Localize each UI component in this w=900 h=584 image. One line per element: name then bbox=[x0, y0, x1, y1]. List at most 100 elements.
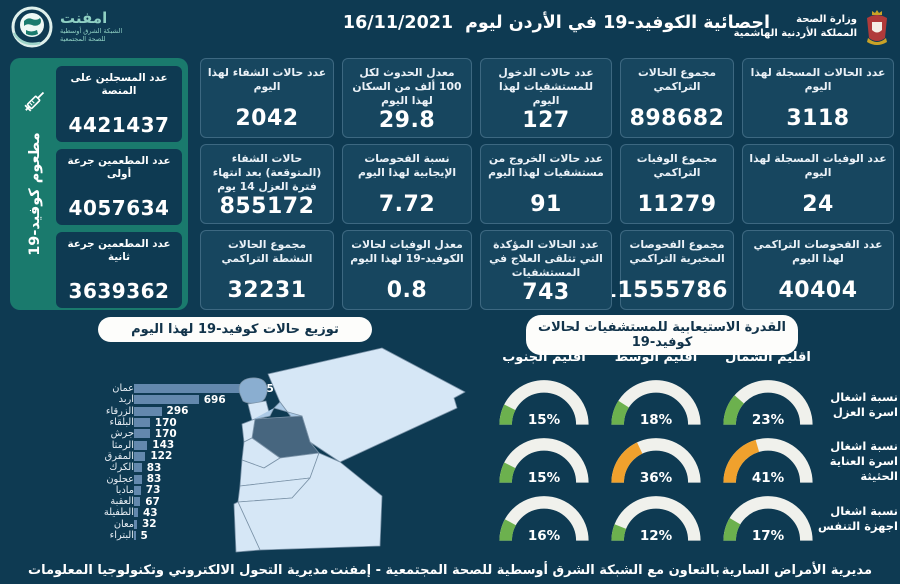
stat-label: عدد الفحوصات التراكمي لهذا اليوم bbox=[753, 238, 883, 266]
bar-category-label: معان bbox=[113, 518, 134, 530]
bar-category-label: المفرق bbox=[104, 450, 134, 462]
stat-label: عدد حالات الشفاء لهذا اليوم bbox=[207, 66, 327, 94]
ministry-text: وزارة الصحة المملكة الأردنية الهاشمية bbox=[734, 13, 857, 42]
bar-row: جرش 170 bbox=[84, 427, 274, 440]
bar-category-label: الطفيلة bbox=[103, 507, 134, 519]
logo-subtitle-1: الشبكة الشرق أوسطية bbox=[60, 26, 123, 35]
bar bbox=[134, 463, 142, 473]
bar bbox=[134, 395, 199, 405]
row-label-ventilators: نسبة اشغال اجهزة التنفس bbox=[818, 503, 898, 533]
stat-card: عدد حالات الدخول للمستشفيات لهذا اليوم 1… bbox=[480, 58, 612, 138]
bar bbox=[134, 474, 142, 484]
stat-label: عدد حالات الدخول للمستشفيات لهذا اليوم bbox=[498, 66, 594, 108]
bar-category-label: البتراء bbox=[109, 530, 134, 541]
gauge: 12% bbox=[606, 492, 706, 546]
stat-value: 40404 bbox=[778, 278, 858, 303]
gauge-percent: 18% bbox=[639, 412, 673, 428]
column-header-center: اقليم الوسط bbox=[614, 350, 698, 365]
vaccination-cards: عدد المسجلين على المنصة 4421437 عدد المط… bbox=[56, 66, 182, 308]
gauge: 15% bbox=[494, 376, 594, 430]
bar bbox=[134, 519, 137, 529]
stat-card: عدد حالات الشفاء لهذا اليوم 2042 bbox=[200, 58, 334, 138]
gauge-arc-icon bbox=[499, 380, 589, 425]
stat-label: معدل الوفيات لحالات الكوفيد-19 لهذا اليو… bbox=[350, 238, 464, 266]
bar-category-label: مادبا bbox=[115, 484, 134, 496]
stat-label: مجموع الحالات التراكمي bbox=[637, 66, 717, 94]
gauge: 23% bbox=[718, 376, 818, 430]
gauge: 16% bbox=[494, 492, 594, 546]
kingdom-name: المملكة الأردنية الهاشمية bbox=[733, 28, 857, 39]
stat-value: 898682 bbox=[629, 106, 725, 131]
ministry-block: وزارة الصحة المملكة الأردنية الهاشمية bbox=[734, 8, 890, 46]
bar-row: العقبة 67 bbox=[84, 496, 274, 508]
gauge-arc-icon bbox=[611, 380, 701, 425]
bar bbox=[134, 384, 240, 394]
vaccination-label: عدد المسجلين على المنصة bbox=[70, 72, 168, 98]
capacity-title-badge: القدرة الاستيعابية للمستشفيات لحالات كوف… bbox=[526, 315, 798, 355]
bar-value: 122 bbox=[150, 450, 173, 463]
bar-value: 83 bbox=[146, 461, 162, 474]
bar-value: 32 bbox=[141, 518, 157, 531]
stat-card: عدد الحالات المؤكدة التي تتلقى العلاج في… bbox=[480, 230, 612, 310]
gauge: 41% bbox=[718, 434, 818, 488]
bar-value: 73 bbox=[145, 484, 161, 497]
gauge-percent: 16% bbox=[527, 528, 561, 544]
stat-label: نسبة الفحوصات الإيجابية لهذا اليوم bbox=[357, 152, 457, 180]
gauge-percent: 15% bbox=[527, 470, 561, 486]
stat-label: مجموع الحالات النشطة التراكمي bbox=[221, 238, 313, 266]
stat-value: 32231 bbox=[227, 278, 307, 303]
stat-card: عدد الفحوصات التراكمي لهذا اليوم 40404 bbox=[742, 230, 894, 310]
vaccination-card: عدد المطعمين جرعة ثانية 3639362 bbox=[56, 232, 182, 308]
stat-value: 11279 bbox=[637, 192, 717, 217]
bar-value: 83 bbox=[146, 473, 162, 486]
column-header-north: اقليم الشمال bbox=[725, 350, 811, 365]
bar-value: 43 bbox=[142, 506, 158, 519]
stat-card: مجموع الحالات النشطة التراكمي 32231 bbox=[200, 230, 334, 310]
gauge-arc-icon bbox=[611, 496, 701, 541]
stat-card: مجموع الفحوصات المخبرية التراكمي 1155578… bbox=[602, 230, 734, 310]
gauge-arc-icon bbox=[723, 380, 813, 425]
bar-value: 143 bbox=[152, 439, 175, 452]
bar-row: الرمثا 143 bbox=[84, 439, 274, 452]
stat-value: 855172 bbox=[219, 194, 315, 220]
bar-value: 170 bbox=[154, 427, 177, 440]
stat-card: معدل الوفيات لحالات الكوفيد-19 لهذا اليو… bbox=[342, 230, 472, 310]
ministry-name: وزارة الصحة bbox=[796, 13, 857, 25]
stat-card: عدد الحالات المسجلة لهذا اليوم 3118 bbox=[742, 58, 894, 138]
vaccination-label: عدد المطعمين جرعة ثانية bbox=[67, 238, 171, 264]
stat-value: 91 bbox=[530, 192, 562, 217]
footer: مديرية التحول الالكتروني وتكنولوجيا المع… bbox=[0, 563, 900, 578]
bar bbox=[134, 531, 136, 540]
vaccination-value: 4421437 bbox=[68, 113, 170, 137]
gauge-percent: 17% bbox=[751, 528, 785, 544]
gauge: 17% bbox=[718, 492, 818, 546]
gauge-arc-icon bbox=[723, 438, 813, 483]
stat-label: مجموع الفحوصات المخبرية التراكمي bbox=[629, 238, 725, 266]
bar-value: 296 bbox=[166, 405, 189, 418]
bar-category-label: الرمثا bbox=[111, 439, 134, 451]
bar-category-label: اربد bbox=[118, 394, 134, 406]
vaccination-side-label: مطعوم كوفيد-19 bbox=[27, 132, 43, 256]
emphnet-logo: امفنت الشبكة الشرق أوسطية للصحة المجتمعي… bbox=[10, 5, 122, 49]
bar-row: البلقاء 170 bbox=[84, 417, 274, 429]
gauge-grid: 15% 18% 23% 15% 36% 41% bbox=[494, 376, 818, 549]
page-title: احصائية الكوفيد-19 في الأردن ليوم 16/11/2… bbox=[343, 13, 770, 33]
bar-category-label: عجلون bbox=[106, 473, 134, 485]
bar bbox=[134, 451, 146, 461]
stat-value: 743 bbox=[522, 280, 570, 306]
bar-category-label: جرش bbox=[110, 428, 134, 440]
stat-label: معدل الحدوث لكل 100 ألف من السكان لهذا ا… bbox=[352, 66, 462, 108]
gauge-row-labels: نسبة اشغال اسرة العزل نسبة اشغال اسرة ال… bbox=[802, 376, 898, 547]
gauge-percent: 36% bbox=[639, 470, 673, 486]
bar-row: مادبا 73 bbox=[84, 484, 274, 497]
bar bbox=[134, 440, 148, 450]
bar-category-label: الزرقاء bbox=[105, 405, 134, 417]
vaccination-value: 4057634 bbox=[68, 196, 170, 220]
stat-card: نسبة الفحوصات الإيجابية لهذا اليوم 7.72 bbox=[342, 144, 472, 224]
gauge: 36% bbox=[606, 434, 706, 488]
stat-value: 127 bbox=[522, 108, 570, 134]
stat-label: حالات الشفاء (المتوقعة) بعد انتهاء فترة … bbox=[212, 152, 322, 194]
report-date: 16/11/2021 bbox=[342, 13, 454, 33]
bar bbox=[134, 508, 138, 518]
bar bbox=[134, 406, 162, 416]
